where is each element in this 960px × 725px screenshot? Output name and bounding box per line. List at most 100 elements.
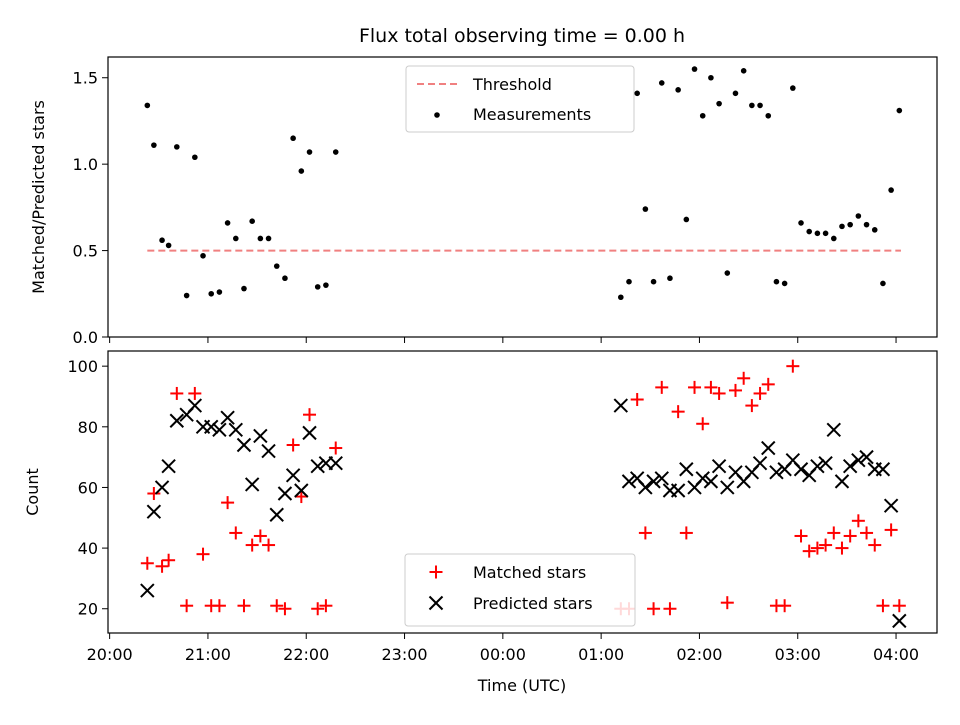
predicted-point-b (244, 477, 260, 492)
matched-point (647, 602, 661, 616)
predicted-point-b (187, 398, 203, 413)
top-legend-box (405, 65, 635, 133)
predicted-point-b (842, 459, 858, 474)
matched-point (786, 359, 800, 373)
matched-point (671, 405, 685, 419)
top-y-tick-label: 1.0 (73, 155, 98, 174)
measurement-point (773, 278, 780, 285)
bottom-plot-frame (107, 350, 938, 634)
matched-point (319, 599, 333, 613)
predicted-point-b (294, 483, 309, 498)
predicted-point-b (793, 462, 809, 477)
matched-point (704, 380, 718, 394)
x-tick-label: 04:00 (873, 645, 919, 664)
matched-point (794, 529, 808, 543)
measurement-point (249, 218, 255, 224)
predicted-point (875, 462, 891, 477)
measurement-point (732, 90, 739, 97)
predicted-point-b (212, 422, 227, 438)
measurement-point (298, 168, 305, 174)
predicted-point-b (728, 465, 743, 480)
x-tick-label: 22:00 (283, 645, 329, 664)
legend-predicted-label: Predicted stars (473, 594, 593, 613)
predicted-point-b (720, 480, 735, 495)
matched-point (245, 538, 259, 552)
predicted-point (253, 428, 268, 444)
predicted-point (646, 474, 661, 489)
measurement-point (798, 220, 804, 226)
x-tick-label: 00:00 (480, 645, 526, 664)
predicted-point-b (703, 474, 719, 489)
predicted-point (892, 613, 907, 629)
predicted-point-b (883, 498, 899, 513)
predicted-point-b (761, 440, 776, 456)
matched-point (229, 526, 243, 540)
chart-title: Flux total observing time = 0.00 h (359, 25, 685, 47)
predicted-point (228, 422, 243, 438)
legend-x-marker-b (428, 595, 444, 611)
predicted-point-b (695, 471, 710, 486)
measurement-point (708, 74, 714, 81)
matched-point (180, 599, 194, 613)
matched-point (196, 547, 210, 561)
predicted-point (328, 455, 343, 471)
top-x-ticks (109, 337, 897, 343)
x-tick-label: 02:00 (676, 645, 722, 664)
bottom-y-tick-label: 20 (78, 600, 98, 619)
measurement-point (618, 294, 624, 301)
predicted-point-b (752, 455, 768, 471)
predicted-point-b (629, 471, 645, 486)
measurement-point (888, 187, 894, 193)
measurement-point (716, 100, 722, 107)
legend-plus-marker (429, 565, 443, 579)
predicted-point (842, 459, 858, 474)
predicted-point (638, 480, 653, 495)
predicted-point (679, 462, 694, 477)
bottom-y-axis-label: Count (23, 468, 42, 516)
predicted-point (826, 422, 841, 438)
predicted-point (154, 480, 170, 495)
legend-measurements-label: Measurements (473, 105, 591, 124)
matched-point (835, 541, 849, 555)
top-axes: 0.0 0.5 1.0 1.5 Matched/Predicted stars Thr… (29, 56, 938, 347)
matched-point (221, 496, 235, 510)
matched-point (270, 599, 284, 613)
matched-point (286, 438, 300, 452)
predicted-point (146, 504, 162, 519)
predicted-point-b (818, 455, 833, 471)
predicted-point-b (638, 480, 653, 495)
predicted-point-b (269, 507, 284, 522)
bottom-y-ticks: 20 40 60 80 100 (67, 357, 108, 619)
predicted-point (269, 507, 284, 522)
predicted-point-b (670, 483, 686, 498)
measurement-point (806, 228, 813, 235)
measurement-point (144, 102, 151, 109)
matched-point (311, 602, 325, 616)
predicted-point-b (613, 398, 629, 413)
matched-point (761, 377, 775, 391)
matched-point (162, 553, 176, 567)
measurement-point (208, 290, 215, 297)
top-y-ticks: 0.0 0.5 1.0 1.5 (73, 69, 108, 347)
predicted-point (859, 449, 874, 465)
matched-point (262, 538, 276, 552)
predicted-point-b (785, 452, 801, 468)
predicted-point (285, 468, 301, 483)
measurement-point (781, 280, 788, 287)
x-tick-label: 20:00 (87, 645, 133, 664)
predicted-point-b (328, 455, 343, 471)
bottom-y-tick-label: 60 (78, 478, 98, 497)
measurement-point (151, 142, 157, 148)
measurement-point (314, 284, 321, 290)
predicted-point (654, 471, 669, 486)
measurement-point (847, 221, 853, 228)
measurement-point (830, 235, 837, 242)
measurement-point (232, 235, 239, 242)
matched-point (827, 526, 841, 540)
bottom-legend: Matched stars Predicted stars (404, 553, 636, 627)
matched-point (868, 538, 882, 552)
measurement-point (691, 66, 698, 72)
top-y-axis-label: Matched/Predicted stars (29, 100, 48, 294)
x-axis-label: Time (UTC) (477, 676, 566, 695)
